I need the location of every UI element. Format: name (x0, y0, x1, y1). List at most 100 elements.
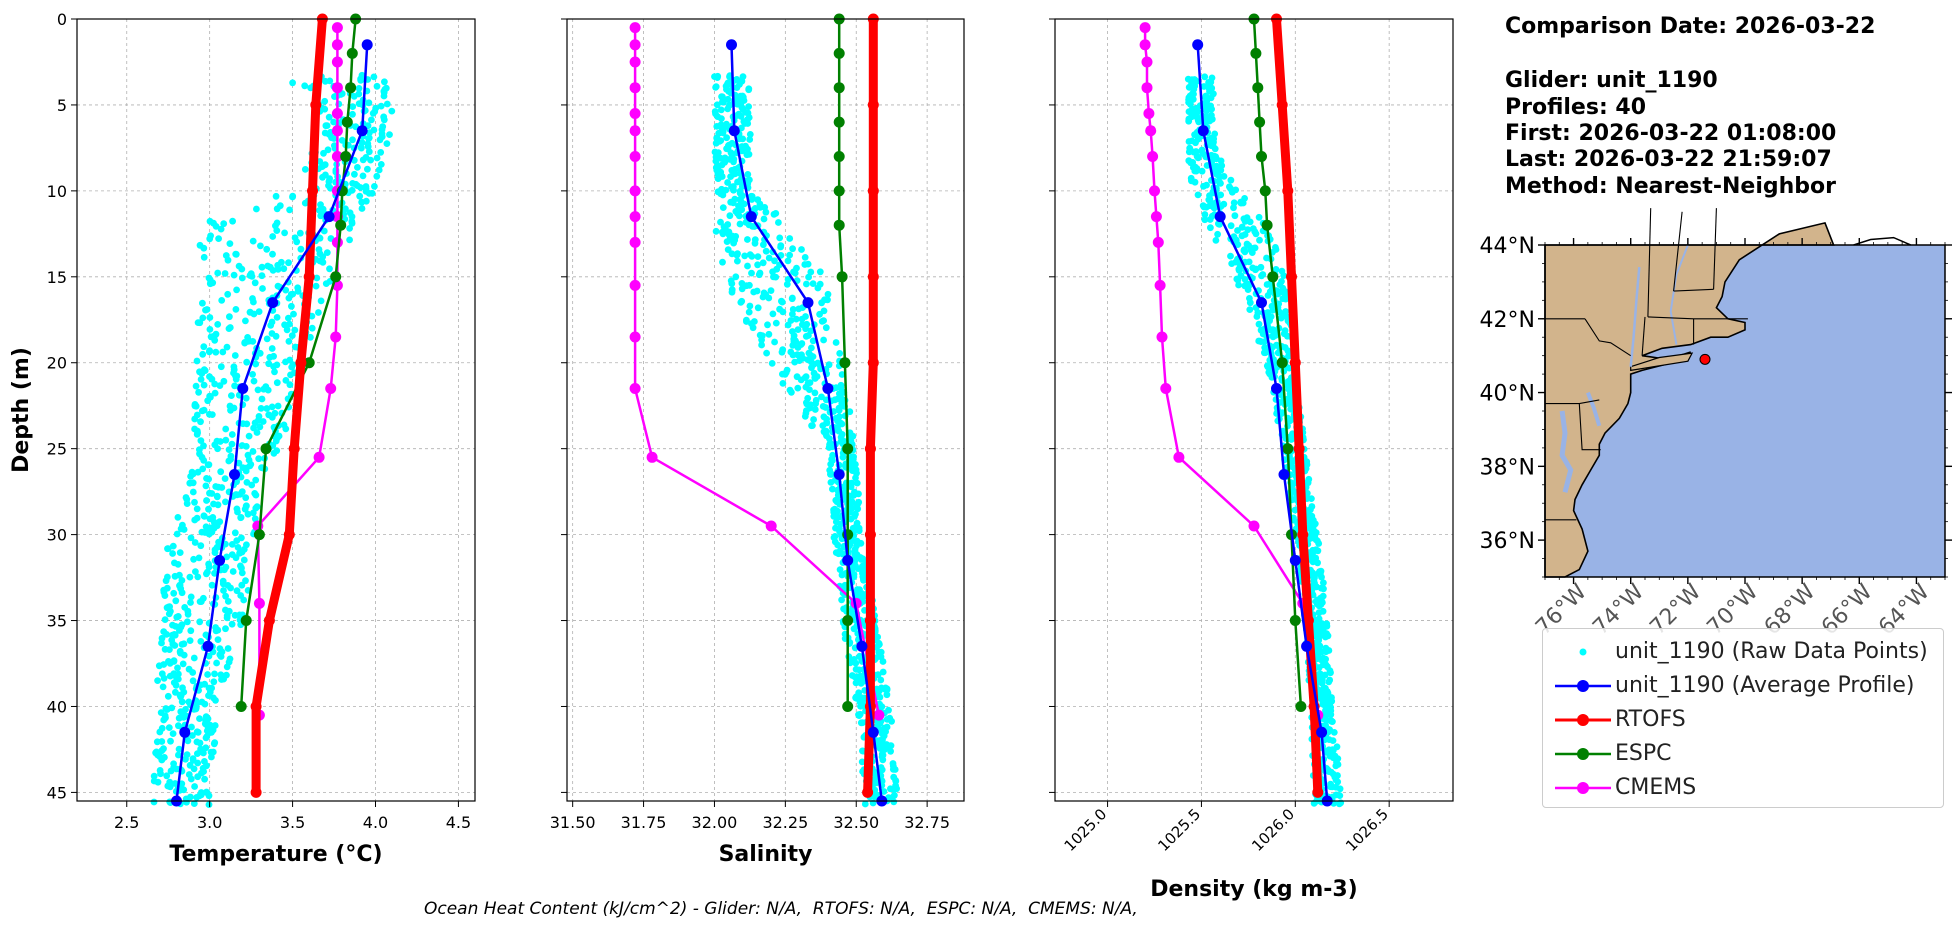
raw-data-point (194, 319, 202, 326)
raw-data-point (212, 483, 220, 490)
raw-data-point (892, 777, 900, 785)
connecticut-river (1669, 244, 1689, 345)
raw-data-point (811, 406, 819, 413)
x-axis-label: Temperature (°C) (169, 842, 382, 867)
raw-data-point (370, 126, 378, 134)
raw-data-point (197, 437, 205, 444)
raw-data-point (770, 210, 778, 218)
series-marker-espc (303, 357, 315, 369)
raw-data-point (879, 668, 887, 676)
legend-rtofs-swatch (1555, 714, 1611, 726)
axes-frame (1054, 18, 1454, 802)
series-marker-average (1197, 125, 1209, 137)
raw-data-point (365, 99, 373, 107)
raw-data-point (286, 206, 293, 214)
raw-data-point (831, 396, 839, 404)
raw-data-point (1326, 667, 1334, 675)
raw-data-point (271, 409, 279, 417)
raw-data-point (1241, 218, 1249, 225)
raw-data-point (718, 161, 726, 169)
raw-data-point (728, 250, 736, 258)
raw-data-point (754, 304, 762, 312)
raw-data-point (805, 273, 812, 281)
raw-data-point (205, 348, 213, 356)
raw-data-point (223, 553, 231, 561)
raw-data-point (154, 778, 162, 786)
raw-data-point (805, 332, 812, 339)
raw-data-point (769, 268, 776, 276)
raw-data-point (205, 792, 213, 800)
series-marker-cmems (331, 236, 343, 248)
x-tick-label: 32.25 (762, 813, 808, 832)
raw-data-point (852, 679, 860, 687)
x-axis-label: Density (kg m-3) (1150, 877, 1358, 902)
raw-data-point (837, 381, 845, 389)
raw-data-point (172, 681, 180, 689)
series-marker-cmems (629, 331, 641, 343)
raw-data-point (240, 596, 248, 604)
raw-data-point (251, 515, 259, 523)
raw-data-point (326, 77, 334, 85)
raw-data-point (223, 343, 231, 351)
series-marker-espc (235, 701, 247, 712)
raw-data-point (251, 419, 259, 427)
map-lat-label: 36°N (1480, 529, 1535, 554)
raw-data-point (1330, 729, 1338, 736)
series-marker-cmems (331, 22, 343, 34)
raw-data-point (748, 269, 755, 277)
x-tick-label: 31.75 (621, 813, 667, 832)
raw-data-point (242, 317, 249, 325)
raw-data-point (1277, 314, 1285, 322)
raw-data-point (765, 254, 773, 262)
raw-data-point (286, 381, 294, 389)
x-tick-label: 2.5 (114, 813, 139, 832)
raw-data-point (227, 406, 234, 414)
raw-data-point (222, 436, 230, 444)
raw-data-point (1248, 249, 1256, 256)
raw-data-point (1313, 596, 1321, 604)
raw-data-point (775, 219, 782, 226)
raw-data-point (1252, 266, 1259, 274)
series-marker-cmems (629, 39, 641, 51)
raw-data-point (349, 136, 356, 144)
legend-label-average: unit_1190 (Average Profile) (1615, 673, 1915, 698)
y-tick-label: 20 (47, 354, 67, 373)
raw-data-point (1206, 192, 1213, 200)
raw-data-point (180, 526, 188, 533)
raw-data-point (740, 200, 748, 208)
series-marker-espc (1276, 357, 1288, 369)
raw-data-point (713, 101, 721, 109)
raw-data-point (232, 250, 240, 258)
raw-data-point (855, 711, 862, 718)
raw-data-point (230, 366, 238, 374)
raw-data-point (744, 171, 752, 178)
raw-data-point (321, 97, 329, 105)
raw-data-point (1246, 218, 1254, 226)
series-marker-rtofs (1276, 99, 1288, 111)
raw-data-point (829, 451, 836, 459)
raw-data-point (233, 587, 241, 595)
raw-data-point (203, 497, 210, 504)
legend-label-cmems: CMEMS (1615, 775, 1697, 800)
raw-data-point (719, 204, 727, 212)
raw-data-point (214, 501, 222, 509)
series-line-average (1196, 44, 1329, 802)
series-marker-cmems (629, 125, 641, 137)
raw-data-point (1312, 632, 1320, 640)
raw-data-point (783, 280, 791, 288)
raw-data-point (849, 467, 856, 474)
raw-data-point (1279, 295, 1287, 303)
raw-data-point (269, 233, 277, 240)
y-tick-label: 5 (57, 96, 67, 115)
raw-data-point (1291, 506, 1299, 514)
raw-data-point (877, 648, 885, 656)
raw-data-point (378, 126, 386, 134)
raw-data-point (784, 321, 792, 329)
raw-data-point (728, 151, 736, 159)
raw-data-point (1259, 271, 1267, 278)
raw-data-point (829, 485, 836, 493)
raw-data-point (346, 236, 353, 244)
raw-data-point (838, 371, 846, 378)
raw-data-point (169, 621, 176, 629)
series-marker-espc (1259, 185, 1271, 197)
